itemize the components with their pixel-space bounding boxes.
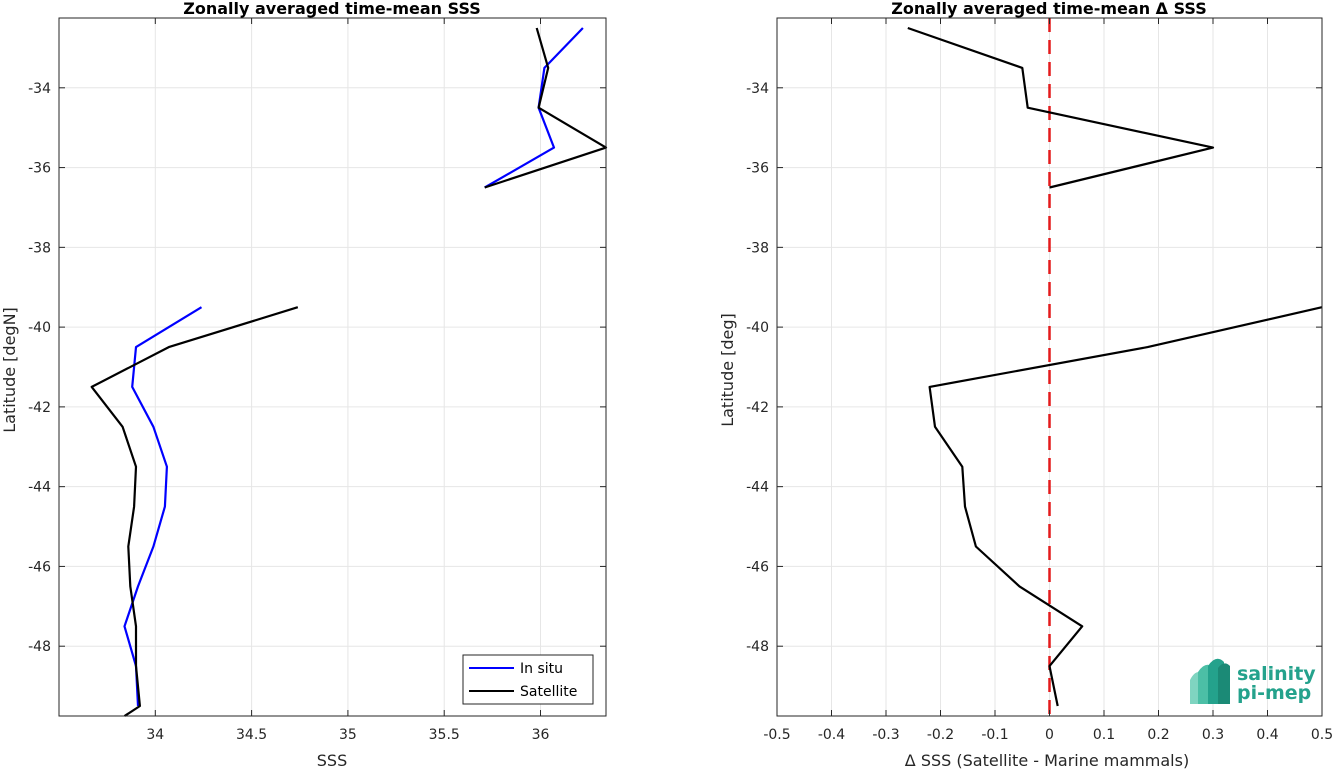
right-x-axis-label: Δ SSS (Satellite - Marine mammals) bbox=[905, 751, 1189, 769]
left-x-tick-label: 34.5 bbox=[236, 727, 267, 743]
left-y-tick-label: -34 bbox=[28, 81, 51, 97]
right-y-axis-label: Latitude [deg] bbox=[718, 313, 737, 427]
left-y-tick-label: -48 bbox=[28, 639, 51, 655]
left-x-tick-label: 34 bbox=[146, 727, 164, 743]
left-line-satellite bbox=[484, 27, 608, 189]
right-y-tick-label: -38 bbox=[746, 240, 769, 256]
logo-text-salinity: salinity bbox=[1237, 663, 1316, 685]
right-x-tick-label: -0.5 bbox=[763, 727, 790, 743]
right-line-series-0 bbox=[928, 306, 1323, 707]
left-plot-area bbox=[59, 18, 606, 716]
legend: In situ Satellite bbox=[462, 654, 594, 705]
left-y-tick-label: -36 bbox=[28, 161, 51, 177]
left-y-axis-label: Latitude [degN] bbox=[0, 307, 19, 433]
left-series-lines bbox=[90, 27, 608, 717]
left-y-tick-label: -38 bbox=[28, 240, 51, 256]
logo-text-pi-mep: pi-mep bbox=[1237, 682, 1311, 704]
right-y-tick-label: -34 bbox=[746, 81, 769, 97]
left-x-axis-label: SSS bbox=[317, 751, 347, 769]
left-axes: 34 34.5 35 35.5 36 -48 -46 -44 -42 -40 -38 -36 -34 Z… bbox=[0, 0, 608, 769]
right-series-lines bbox=[907, 26, 1323, 707]
logo-waves-icon bbox=[1190, 658, 1230, 704]
right-x-tick-label: 0.4 bbox=[1256, 727, 1278, 743]
left-line-satellite bbox=[90, 306, 299, 717]
right-y-tick-label: -48 bbox=[746, 639, 769, 655]
legend-box bbox=[462, 654, 594, 705]
left-x-tick-label: 35.5 bbox=[429, 727, 460, 743]
left-chart-title: Zonally averaged time-mean SSS bbox=[183, 0, 481, 18]
right-x-tick-label: 0 bbox=[1045, 727, 1054, 743]
right-y-tick-label: -40 bbox=[746, 320, 769, 336]
right-axes: -0.5 -0.4 -0.3 -0.2 -0.1 0 0.1 0.2 0.3 0.4 0.5 -48 -… bbox=[718, 0, 1333, 769]
left-x-tick-label: 36 bbox=[532, 727, 550, 743]
right-chart-title: Zonally averaged time-mean Δ SSS bbox=[891, 0, 1207, 18]
right-x-tick-label: 0.1 bbox=[1093, 727, 1115, 743]
right-x-tick-label: -0.3 bbox=[872, 727, 899, 743]
left-y-tick-label: -42 bbox=[28, 400, 51, 416]
legend-label-in-situ: In situ bbox=[520, 661, 563, 677]
left-line-in-situ bbox=[123, 306, 203, 707]
left-ticks: 34 34.5 35 35.5 36 -48 -46 -44 -42 -40 -38 -36 -34 bbox=[28, 18, 606, 743]
right-ticks: -0.5 -0.4 -0.3 -0.2 -0.1 0 0.1 0.2 0.3 0.4 0.5 -48 -… bbox=[746, 18, 1333, 743]
legend-label-satellite: Satellite bbox=[520, 684, 577, 700]
left-y-tick-label: -40 bbox=[28, 320, 51, 336]
salinity-pi-mep-logo: salinity pi-mep bbox=[1190, 658, 1316, 704]
right-y-tick-label: -36 bbox=[746, 161, 769, 177]
right-y-tick-label: -44 bbox=[746, 480, 769, 496]
right-x-tick-label: -0.4 bbox=[818, 727, 845, 743]
right-y-tick-label: -46 bbox=[746, 559, 769, 575]
right-x-tick-label: -0.1 bbox=[981, 727, 1008, 743]
right-x-tick-label: 0.5 bbox=[1311, 727, 1333, 743]
right-x-tick-label: -0.2 bbox=[927, 727, 954, 743]
right-line-series-0 bbox=[907, 26, 1215, 189]
right-x-tick-label: 0.3 bbox=[1202, 727, 1224, 743]
left-grid bbox=[59, 18, 606, 716]
left-y-tick-label: -44 bbox=[28, 480, 51, 496]
left-axes-frame bbox=[58, 17, 607, 717]
left-y-tick-label: -46 bbox=[28, 559, 51, 575]
left-x-tick-label: 35 bbox=[339, 727, 357, 743]
right-x-tick-label: 0.2 bbox=[1147, 727, 1169, 743]
right-y-tick-label: -42 bbox=[746, 400, 769, 416]
